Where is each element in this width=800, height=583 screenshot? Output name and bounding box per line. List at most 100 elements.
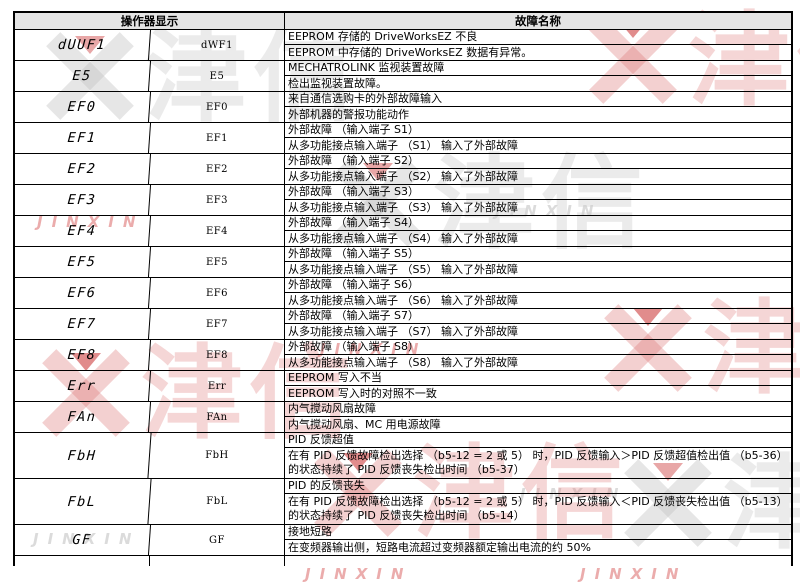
seven-segment-display: EF1	[13, 123, 152, 153]
fault-name-cell: 内气搅动风扇故障 内气搅动风扇、MC 用电源故障	[285, 402, 791, 432]
seven-segment-display: EF5	[13, 247, 152, 277]
table-row: FbL FbL PID 的反馈丧失 在有 PID 反馈故障检出选择 （b5-12…	[13, 478, 791, 524]
fault-name-text: EEPROM 写入不当	[285, 371, 791, 386]
fault-name-cell: EEPROM 存储的 DriveWorksEZ 不良 EEPROM 中存储的 D…	[285, 30, 791, 60]
fault-code: EF0	[150, 92, 285, 122]
fault-name-text: 外部故障 （输入端子 S1）	[285, 123, 791, 138]
fault-name-text: 内气搅动风扇故障	[285, 402, 791, 417]
table-row-partial	[15, 555, 791, 566]
watermark-brand-en: JINXIN	[305, 565, 413, 583]
table-row: EF2 EF2 外部故障 （输入端子 S2） 从多功能接点输入端子 （S2） 输…	[13, 153, 791, 184]
fault-description-text: 从多功能接点输入端子 （S7） 输入了外部故障	[288, 324, 518, 338]
fault-code: FbH	[150, 433, 285, 478]
fault-description-text: 内气搅动风扇、MC 用电源故障	[288, 417, 441, 431]
fault-name-cell: 外部故障 （输入端子 S1） 从多功能接点输入端子 （S1） 输入了外部故障	[285, 123, 791, 153]
fault-name-text: 外部故障 （输入端子 S4）	[285, 216, 791, 231]
fault-description-text: 从多功能接点输入端子 （S2） 输入了外部故障	[288, 169, 518, 183]
fault-name-cell: 外部故障 （输入端子 S2） 从多功能接点输入端子 （S2） 输入了外部故障	[285, 154, 791, 184]
fault-code: EF7	[150, 309, 285, 339]
table-row: EF4 EF4 外部故障 （输入端子 S4） 从多功能接点输入端子 （S4） 输…	[13, 215, 791, 246]
seven-segment-display: FbH	[13, 433, 152, 478]
fault-name-text: EEPROM 存储的 DriveWorksEZ 不良	[285, 30, 791, 45]
seven-segment-display: EF8	[13, 340, 152, 370]
fault-code: EF5	[150, 247, 285, 277]
fault-description-text: 检出监视装置故障。	[288, 76, 387, 90]
fault-description-text: 从多功能接点输入端子 （S5） 输入了外部故障	[288, 262, 518, 276]
fault-name-cell: PID 反馈超值 在有 PID 反馈故障检出选择 （b5-12 = 2 或 5）…	[285, 433, 791, 478]
seven-segment-display: dUUF1	[13, 30, 152, 60]
seven-segment-display: FbL	[13, 479, 152, 524]
fault-code: Err	[150, 371, 285, 401]
seven-segment-display: EF6	[13, 278, 152, 308]
fault-description-text: 从多功能接点输入端子 （S4） 输入了外部故障	[288, 231, 518, 245]
fault-description-text: 从多功能接点输入端子 （S8） 输入了外部故障	[288, 355, 518, 369]
seven-segment-display: EF4	[13, 216, 152, 246]
fault-description-text: 从多功能接点输入端子 （S1） 输入了外部故障	[288, 138, 518, 152]
header-operator-display: 操作器显示	[15, 13, 285, 29]
fault-name-text: 来自通信选购卡的外部故障输入	[285, 92, 791, 107]
table-row: EF6 EF6 外部故障 （输入端子 S6） 从多功能接点输入端子 （S6） 输…	[13, 277, 791, 308]
fault-description-text: EEPROM 写入时的对照不一致	[288, 386, 437, 400]
partial-code-cell	[150, 556, 285, 566]
fault-code: EF3	[150, 185, 285, 215]
table-row: FAn FAn 内气搅动风扇故障 内气搅动风扇、MC 用电源故障	[13, 401, 791, 432]
fault-code: GF	[150, 525, 285, 555]
partial-display-cell	[15, 556, 150, 566]
fault-code: EF2	[150, 154, 285, 184]
fault-name-cell: 外部故障 （输入端子 S4） 从多功能接点输入端子 （S4） 输入了外部故障	[285, 216, 791, 246]
fault-name-cell: 来自通信选购卡的外部故障输入 外部机器的警报功能动作	[285, 92, 791, 122]
table-row: EF7 EF7 外部故障 （输入端子 S7） 从多功能接点输入端子 （S7） 输…	[13, 308, 791, 339]
fault-description-text: 在有 PID 反馈故障检出选择 （b5-12 = 2 或 5） 时，PID 反馈…	[288, 495, 788, 522]
fault-code: EF1	[150, 123, 285, 153]
table-row: EF5 EF5 外部故障 （输入端子 S5） 从多功能接点输入端子 （S5） 输…	[13, 246, 791, 277]
fault-name-cell: 外部故障 （输入端子 S5） 从多功能接点输入端子 （S5） 输入了外部故障	[285, 247, 791, 277]
table-header-row: 操作器显示 故障名称	[15, 13, 791, 29]
fault-name-text: 外部故障 （输入端子 S6）	[285, 278, 791, 293]
table-row: EF1 EF1 外部故障 （输入端子 S1） 从多功能接点输入端子 （S1） 输…	[13, 122, 791, 153]
table-row: FbH FbH PID 反馈超值 在有 PID 反馈故障检出选择 （b5-12 …	[13, 432, 791, 478]
fault-description-text: 从多功能接点输入端子 （S3） 输入了外部故障	[288, 200, 518, 214]
fault-name-cell: 外部故障 （输入端子 S8） 从多功能接点输入端子 （S8） 输入了外部故障	[285, 340, 791, 370]
fault-code: EF6	[150, 278, 285, 308]
fault-name-text: 外部故障 （输入端子 S2）	[285, 154, 791, 169]
seven-segment-display: GF	[13, 525, 152, 555]
fault-name-text: 外部故障 （输入端子 S3）	[285, 185, 791, 200]
table-row: EF8 EF8 外部故障 （输入端子 S8） 从多功能接点输入端子 （S8） 输…	[13, 339, 791, 370]
seven-segment-display: EF0	[13, 92, 152, 122]
fault-code: dWF1	[150, 30, 285, 60]
fault-code: FAn	[150, 402, 285, 432]
seven-segment-display: EF3	[13, 185, 152, 215]
fault-code: FbL	[150, 479, 285, 524]
fault-name-text: 外部故障 （输入端子 S7）	[285, 309, 791, 324]
fault-code: EF8	[150, 340, 285, 370]
table-row: E5 E5 MECHATROLINK 监视装置故障 检出监视装置故障。	[13, 60, 791, 91]
fault-name-text: PID 反馈超值	[285, 433, 791, 448]
fault-name-cell: 外部故障 （输入端子 S7） 从多功能接点输入端子 （S7） 输入了外部故障	[285, 309, 791, 339]
watermark-brand-en: JINXIN	[580, 565, 688, 583]
fault-table-body: dUUF1 dWF1 EEPROM 存储的 DriveWorksEZ 不良 EE…	[13, 29, 791, 555]
fault-code-table: 操作器显示 故障名称 dUUF1 dWF1 EEPROM 存储的 DriveWo…	[13, 11, 793, 566]
seven-segment-display: EF7	[13, 309, 152, 339]
fault-description-text: 在变频器输出侧，短路电流超过变频器额定输出电流的约 50%	[288, 540, 591, 554]
fault-description-text: EEPROM 中存储的 DriveWorksEZ 数据有异常。	[288, 45, 533, 59]
fault-name-text: MECHATROLINK 监视装置故障	[285, 61, 791, 76]
partial-name-cell	[285, 556, 791, 566]
fault-name-text: 接地短路	[285, 525, 791, 540]
fault-name-cell: 外部故障 （输入端子 S6） 从多功能接点输入端子 （S6） 输入了外部故障	[285, 278, 791, 308]
fault-name-text: PID 的反馈丧失	[285, 479, 791, 494]
fault-name-cell: 接地短路 在变频器输出侧，短路电流超过变频器额定输出电流的约 50%	[285, 525, 791, 555]
fault-name-text: 外部故障 （输入端子 S5）	[285, 247, 791, 262]
fault-name-cell: PID 的反馈丧失 在有 PID 反馈故障检出选择 （b5-12 = 2 或 5…	[285, 479, 791, 524]
fault-name-cell: EEPROM 写入不当 EEPROM 写入时的对照不一致	[285, 371, 791, 401]
fault-name-cell: 外部故障 （输入端子 S3） 从多功能接点输入端子 （S3） 输入了外部故障	[285, 185, 791, 215]
table-row: GF GF 接地短路 在变频器输出侧，短路电流超过变频器额定输出电流的约 50%	[13, 524, 791, 555]
table-row: EF3 EF3 外部故障 （输入端子 S3） 从多功能接点输入端子 （S3） 输…	[13, 184, 791, 215]
fault-description-text: 在有 PID 反馈故障检出选择 （b5-12 = 2 或 5） 时，PID 反馈…	[288, 449, 788, 476]
fault-code: EF4	[150, 216, 285, 246]
fault-description-text: 外部机器的警报功能动作	[288, 107, 409, 121]
manual-page: { "table": { "header": { "operator_displ…	[13, 10, 800, 583]
seven-segment-display: E5	[13, 61, 152, 91]
table-row: dUUF1 dWF1 EEPROM 存储的 DriveWorksEZ 不良 EE…	[13, 29, 791, 60]
seven-segment-display: Err	[13, 371, 152, 401]
header-fault-name: 故障名称	[515, 14, 561, 28]
